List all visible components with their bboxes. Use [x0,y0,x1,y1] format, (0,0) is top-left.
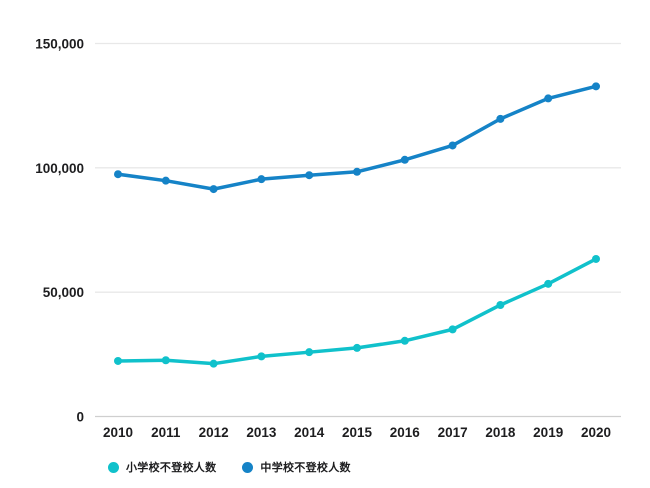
data-point-0-2020 [592,254,600,263]
x-tick-label: 2020 [581,425,611,440]
data-point-1-2016 [400,155,409,164]
y-tick-label: 150,000 [35,37,84,52]
legend-dot-elementary-icon [108,461,119,473]
x-tick-label: 2012 [199,425,229,440]
data-point-1-2015 [353,167,361,176]
data-point-0-2011 [161,356,170,365]
data-point-0-2015 [353,343,361,352]
data-point-1-2012 [209,185,218,194]
x-tick-label: 2018 [485,425,516,440]
data-point-1-2018 [496,114,505,123]
data-point-1-2020 [592,82,600,91]
data-point-0-2012 [209,359,218,368]
y-tick-label: 100,000 [35,161,84,176]
line-chart: 0 50,000 100,000 150,000 2010 2011 2012 2013 201… [35,37,621,440]
data-point-0-2014 [305,348,314,357]
data-point-0-2017 [448,325,457,334]
x-tick-label: 2015 [342,425,373,440]
x-tick-label: 2016 [390,425,421,440]
data-point-0-2018 [496,300,505,309]
data-point-1-2013 [257,175,266,184]
data-point-1-2014 [305,171,314,180]
legend-item-junior-high: 中学校不登校人数 [242,459,351,475]
data-point-1-2011 [161,176,170,185]
x-tick-label: 2011 [151,425,181,440]
legend-label-junior-high: 中学校不登校人数 [260,462,351,474]
y-tick-label: 50,000 [43,285,84,300]
x-tick-label: 2010 [103,425,133,440]
x-tick-label: 2017 [438,425,468,440]
data-point-1-2019 [544,94,553,103]
x-tick-label: 2019 [533,425,563,440]
y-tick-label: 0 [76,410,84,425]
legend-item-elementary: 小学校不登校人数 [108,459,216,475]
chart-legend: 小学校不登校人数 中学校不登校人数 [108,459,351,475]
legend-dot-junior-high-icon [242,461,254,473]
legend-label-elementary: 小学校不登校人数 [126,462,217,474]
data-point-0-2016 [400,336,409,345]
data-point-1-2010 [114,170,122,179]
data-point-0-2010 [114,356,122,365]
data-point-0-2013 [257,352,266,361]
data-point-0-2019 [544,279,553,288]
x-tick-label: 2013 [246,425,277,440]
data-point-1-2017 [448,141,457,150]
x-tick-label: 2014 [294,425,325,440]
